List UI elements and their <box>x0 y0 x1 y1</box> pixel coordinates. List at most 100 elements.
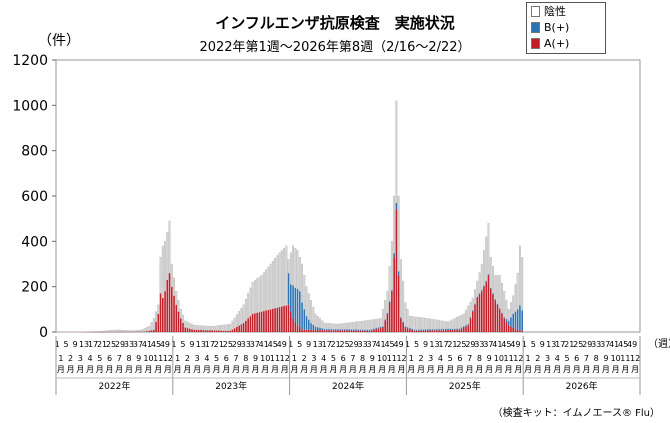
bar-negative <box>143 328 146 332</box>
bar-negative <box>467 305 470 325</box>
y-axis-unit-label: （件） <box>38 33 80 49</box>
x-week-tick-label: 37 <box>600 340 610 349</box>
bar-negative <box>258 276 261 313</box>
x-month-suffix: 月 <box>553 365 561 374</box>
bar-a-positive <box>489 288 492 332</box>
bar-b-positive <box>447 328 449 331</box>
bar-negative <box>197 325 200 331</box>
bar-a-positive <box>130 331 133 333</box>
bar-negative <box>516 272 519 310</box>
x-month-label: 11 <box>620 354 630 363</box>
bar-b-positive <box>323 328 326 331</box>
bar-negative <box>186 321 189 329</box>
bar-negative <box>485 236 488 282</box>
bar-a-positive <box>312 329 315 332</box>
bar-a-positive <box>173 295 175 332</box>
bar-negative <box>137 330 140 332</box>
bar-negative <box>249 287 252 317</box>
bar-a-positive <box>177 311 180 332</box>
bar-a-positive <box>384 320 386 332</box>
bar-a-positive <box>209 330 211 332</box>
x-week-tick-label: 37 <box>483 340 493 349</box>
bar-a-positive <box>348 330 351 332</box>
bar-b-positive <box>449 328 452 330</box>
bar-a-positive <box>319 330 321 332</box>
bar-negative <box>440 320 443 330</box>
bar-b-positive <box>427 329 429 331</box>
bar-a-positive <box>514 328 517 332</box>
bar-b-positive <box>292 285 294 319</box>
x-week-tick-label: 41 <box>492 340 502 349</box>
bar-negative <box>460 314 463 328</box>
bar-b-positive <box>379 326 382 329</box>
bar-a-positive <box>267 309 270 332</box>
bar-a-positive <box>247 318 249 332</box>
bar-negative <box>402 280 405 322</box>
bar-negative <box>480 263 483 291</box>
bar-negative <box>215 325 218 331</box>
x-month-label: 3 <box>78 354 83 363</box>
x-month-label: 9 <box>487 354 492 363</box>
bar-a-positive <box>352 330 355 332</box>
bar-b-positive <box>431 329 434 331</box>
legend-item-negative: 陰性 <box>527 3 605 19</box>
x-month-label: 12 <box>396 354 406 363</box>
bar-negative <box>303 275 306 310</box>
x-month-label: 5 <box>564 354 569 363</box>
bar-negative <box>280 250 283 307</box>
bar-b-positive <box>429 329 431 331</box>
bar-b-positive <box>373 328 375 330</box>
x-month-label: 7 <box>234 354 239 363</box>
x-month-label: 1 <box>526 354 531 363</box>
bar-b-positive <box>316 327 319 330</box>
bar-a-positive <box>424 330 427 332</box>
bar-b-positive <box>406 327 409 329</box>
bar-b-positive <box>485 281 488 283</box>
x-month-label: 3 <box>311 354 316 363</box>
x-week-tick-label: 25 <box>106 340 116 349</box>
bar-negative <box>168 220 171 274</box>
x-month-suffix: 月 <box>388 365 396 374</box>
bar-negative <box>487 223 490 275</box>
bar-a-positive <box>186 328 189 332</box>
bar-b-positive <box>433 329 436 331</box>
x-month-suffix: 月 <box>466 365 474 374</box>
bar-a-positive <box>94 331 97 333</box>
bar-negative <box>406 309 409 328</box>
bar-b-positive <box>418 329 420 331</box>
bar-a-positive <box>135 331 137 333</box>
bar-negative <box>119 329 122 332</box>
x-month-label: 2 <box>185 354 190 363</box>
x-week-tick-label: 1 <box>405 340 410 349</box>
bar-a-positive <box>303 329 306 332</box>
bar-negative <box>283 247 286 307</box>
bar-negative <box>462 313 465 327</box>
bar-negative <box>325 322 328 330</box>
y-tick-label: 1200 <box>12 53 48 69</box>
x-month-label: 10 <box>494 354 504 363</box>
x-month-suffix: 月 <box>183 365 191 374</box>
bar-a-positive <box>483 286 485 332</box>
bar-a-positive <box>496 304 499 332</box>
x-month-suffix: 月 <box>154 365 162 374</box>
x-month-label: 4 <box>555 354 560 363</box>
x-month-label: 9 <box>136 354 141 363</box>
bar-a-positive <box>440 330 443 332</box>
x-week-tick-label: 17 <box>322 340 332 349</box>
x-month-label: 8 <box>360 354 365 363</box>
bar-a-positive <box>108 331 110 333</box>
bar-b-positive <box>400 317 402 319</box>
bar-negative <box>453 318 456 329</box>
bar-a-positive <box>206 330 209 332</box>
bar-negative <box>69 331 72 333</box>
x-week-tick-label: 33 <box>241 340 251 349</box>
bar-b-positive <box>357 329 360 331</box>
x-week-tick-label: 5 <box>64 340 69 349</box>
bar-negative <box>330 323 333 330</box>
bar-b-positive <box>489 287 492 289</box>
bar-b-positive <box>305 316 308 330</box>
bar-b-positive <box>505 318 508 322</box>
bar-a-positive <box>258 312 261 332</box>
bar-negative <box>518 245 521 306</box>
bar-a-positive <box>285 305 288 332</box>
